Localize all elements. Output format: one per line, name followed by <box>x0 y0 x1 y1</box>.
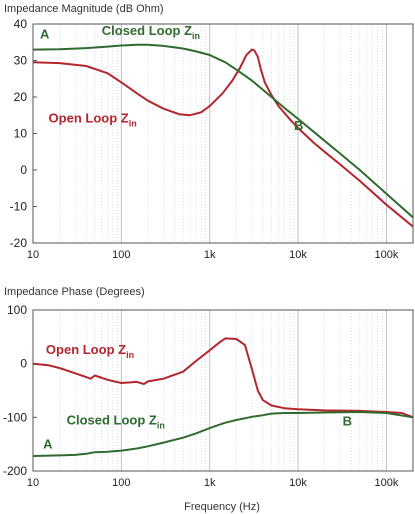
phase-annotation: Closed Loop Zin <box>67 412 165 430</box>
magnitude-annotation: Closed Loop Zin <box>102 23 200 41</box>
magnitude-closed-loop-zin-line <box>33 45 413 218</box>
phase-x-tick-label: 100 <box>112 477 130 489</box>
magnitude-y-tick-label: 40 <box>14 17 28 31</box>
magnitude-annotation: Open Loop Zin <box>49 111 137 129</box>
phase-plot-frame <box>33 310 413 471</box>
phase-y-tick-label: 0 <box>20 357 27 371</box>
magnitude-y-tick-label: 0 <box>20 163 27 177</box>
phase-x-tick-label: 1k <box>204 477 216 489</box>
phase-chart-title: Impedance Phase (Degrees) <box>4 286 145 298</box>
magnitude-x-tick-label: 1k <box>204 249 216 261</box>
phase-x-tick-label: 100k <box>374 477 398 489</box>
magnitude-plot-frame <box>33 24 413 243</box>
phase-annotation: Open Loop Zin <box>46 342 134 360</box>
phase-y-tick-label: -200 <box>3 464 27 478</box>
magnitude-y-tick-label: -10 <box>10 200 28 214</box>
magnitude-y-tick-label: 10 <box>14 127 28 141</box>
magnitude-open-loop-zin-line <box>33 50 413 227</box>
phase-x-tick-label: 10 <box>27 477 39 489</box>
magnitude-chart-title: Impedance Magnitude (dB Ohm) <box>4 3 164 15</box>
magnitude-y-tick-label: 20 <box>14 90 28 104</box>
phase-y-tick-label: -100 <box>3 410 27 424</box>
frequency-axis-label: Frequency (Hz) <box>184 501 260 513</box>
magnitude-y-tick-label: -20 <box>10 236 28 250</box>
phase-chart: Impedance Phase (Degrees) Frequency (Hz)… <box>3 286 413 513</box>
phase-y-tick-label: 100 <box>7 303 27 317</box>
magnitude-y-tick-label: 30 <box>14 54 28 68</box>
magnitude-x-tick-label: 100k <box>374 249 398 261</box>
magnitude-chart: Impedance Magnitude (dB Ohm) 403020100-1… <box>4 3 413 261</box>
phase-annotation: A <box>43 436 53 451</box>
magnitude-x-tick-label: 100 <box>112 249 130 261</box>
phase-annotation: B <box>343 413 352 428</box>
magnitude-annotation: A <box>40 27 50 42</box>
magnitude-x-tick-label: 10k <box>289 249 307 261</box>
phase-x-tick-label: 10k <box>289 477 307 489</box>
magnitude-x-tick-label: 10 <box>27 249 39 261</box>
magnitude-annotation: B <box>294 118 303 133</box>
